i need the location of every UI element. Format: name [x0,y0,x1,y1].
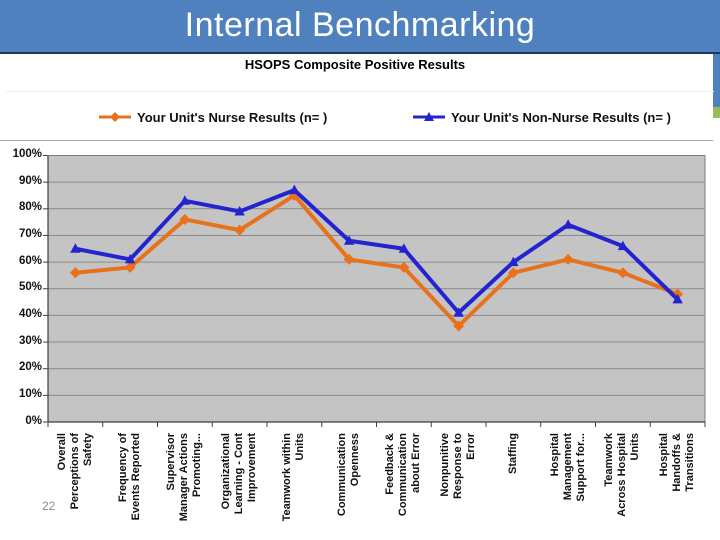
legend-label-non-nurse: Your Unit's Non-Nurse Results (n= ) [451,109,671,125]
y-axis-tick-label: 40% [18,307,42,320]
marker-triangle-icon [617,240,629,251]
marker-diamond-icon [343,253,355,265]
page-number: 22 [42,499,56,513]
x-axis-category-label: Supervisor Manager Actions Promoting... [165,433,204,522]
marker-triangle-icon [508,256,519,267]
divider-line-light [6,91,714,92]
y-axis-tick-label: 60% [18,254,42,267]
x-axis-category-label: Hospital Handoffs & Transitions [658,433,697,492]
marker-diamond-icon [507,267,519,279]
x-axis-category-label: Frequency of Events Reported [117,433,143,521]
marker-diamond-icon [562,253,574,265]
legend-marker-nurse-icon [99,112,131,122]
marker-triangle-icon [234,205,245,216]
marker-triangle-icon [672,293,683,304]
slide-title: Internal Benchmarking [184,6,536,44]
y-axis-tick-label: 80% [18,201,42,214]
marker-triangle-icon [453,307,464,317]
marker-triangle-icon [343,235,355,245]
plot-area [47,155,706,423]
divider-line-chart-top [0,140,713,141]
y-axis-tick-label: 20% [18,361,42,374]
marker-diamond-icon [69,267,81,279]
marker-triangle-icon [289,184,300,195]
legend-marker-non-nurse-icon [413,112,445,121]
x-axis-category-label: Teamwork within Units [281,433,307,522]
x-axis-category-label: Organizational Learning - Cont Improveme… [220,433,259,515]
legend-label-nurse: Your Unit's Nurse Results (n= ) [137,109,328,125]
y-axis-tick-label: 70% [18,227,42,240]
marker-diamond-icon [672,288,684,300]
marker-diamond-icon [124,261,136,273]
marker-triangle-icon [179,195,191,205]
marker-diamond-icon [234,224,246,236]
x-axis-category-label: Feedback & Communication about Error [384,433,423,517]
marker-diamond-icon [617,267,629,279]
green-accent-square [713,107,720,118]
marker-diamond-icon [398,261,410,273]
marker-diamond-icon [453,320,465,332]
y-axis-tick-label: 90% [18,174,42,187]
series-line-1 [74,188,680,315]
x-axis-category-label: Hospital Management Support for... [548,433,587,502]
marker-triangle-icon [562,219,574,229]
x-axis-category-label: Teamwork Across Hospital Units [603,433,642,517]
title-banner: Internal Benchmarking [0,0,720,54]
marker-triangle-icon [398,243,410,253]
series-line-0 [75,193,679,329]
x-axis-category-label: Staffing [506,433,519,474]
y-axis-tick-label: 10% [18,387,42,400]
marker-triangle-icon [124,253,136,264]
marker-diamond-icon [179,213,191,225]
x-axis-category-label: Overall Perceptions of Safety [55,433,94,510]
y-axis-tick-label: 100% [12,148,42,160]
x-axis-category-label: Nonpunitive Response to Error [439,433,478,500]
y-axis-tick-label: 0% [25,414,42,427]
x-axis-category-label: Communication Openness [336,433,362,517]
legend-entry-nurse: Your Unit's Nurse Results (n= ) [97,109,327,125]
marker-diamond-icon [288,189,300,201]
marker-triangle-icon [70,243,81,253]
y-axis-tick-label: 30% [18,334,42,347]
banner-right-sliver [713,54,720,107]
y-axis-tick-label: 50% [18,281,42,294]
chart-title: HSOPS Composite Positive Results [244,57,466,72]
legend-entry-non-nurse: Your Unit's Non-Nurse Results (n= ) [411,109,671,125]
